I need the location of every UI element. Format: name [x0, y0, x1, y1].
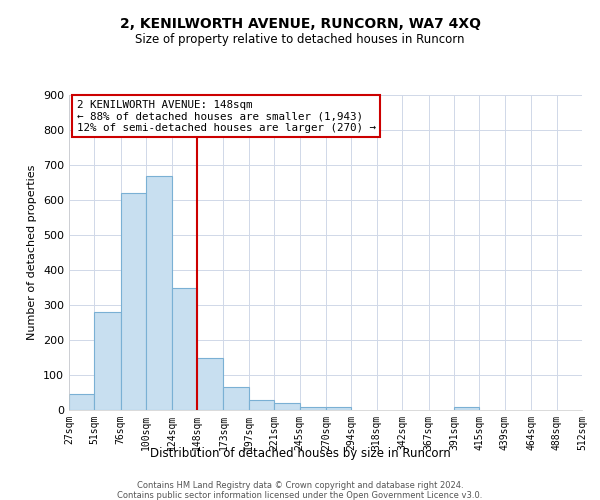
Bar: [69, 394, 94, 410]
Y-axis label: Number of detached properties: Number of detached properties: [28, 165, 37, 340]
Bar: [146, 176, 172, 410]
Text: Contains HM Land Registry data © Crown copyright and database right 2024.: Contains HM Land Registry data © Crown c…: [137, 481, 463, 490]
Text: 2, KENILWORTH AVENUE, RUNCORN, WA7 4XQ: 2, KENILWORTH AVENUE, RUNCORN, WA7 4XQ: [119, 18, 481, 32]
Text: 2 KENILWORTH AVENUE: 148sqm
← 88% of detached houses are smaller (1,943)
12% of : 2 KENILWORTH AVENUE: 148sqm ← 88% of det…: [77, 100, 376, 133]
Bar: [249, 400, 274, 410]
Bar: [299, 406, 326, 410]
Text: Distribution of detached houses by size in Runcorn: Distribution of detached houses by size …: [149, 448, 451, 460]
Bar: [94, 312, 121, 410]
Bar: [274, 403, 299, 410]
Text: Size of property relative to detached houses in Runcorn: Size of property relative to detached ho…: [135, 32, 465, 46]
Bar: [121, 193, 146, 410]
Bar: [197, 358, 223, 410]
Bar: [454, 407, 479, 410]
Text: Contains public sector information licensed under the Open Government Licence v3: Contains public sector information licen…: [118, 491, 482, 500]
Bar: [172, 288, 197, 410]
Bar: [326, 406, 352, 410]
Bar: [223, 387, 249, 410]
